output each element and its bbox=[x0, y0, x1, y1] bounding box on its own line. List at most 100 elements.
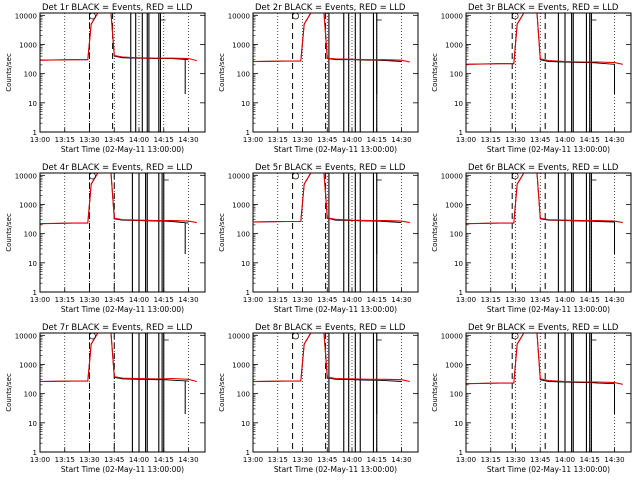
chart-title: Det 9r BLACK = Events, RED = LLD bbox=[468, 323, 619, 333]
chart-title: Det 8r BLACK = Events, RED = LLD bbox=[255, 323, 406, 333]
x-tick-label: 13:15 bbox=[481, 456, 501, 464]
x-tick-label: 14:15 bbox=[580, 456, 600, 464]
chart-title: Det 7r BLACK = Events, RED = LLD bbox=[42, 323, 193, 333]
x-tick-label: 14:15 bbox=[367, 456, 387, 464]
top-bracket-marker bbox=[591, 333, 597, 341]
x-tick-label: 14:30 bbox=[604, 296, 624, 304]
x-tick-label: 13:15 bbox=[268, 456, 288, 464]
top-circle-marker bbox=[89, 332, 96, 340]
x-tick-label: 13:30 bbox=[505, 136, 525, 144]
y-tick-label: 10 bbox=[454, 100, 463, 108]
x-tick-label: 13:15 bbox=[55, 296, 75, 304]
x-tick-label: 14:15 bbox=[367, 136, 387, 144]
x-tick-label: 13:00 bbox=[243, 136, 263, 144]
x-tick-label: 13:15 bbox=[481, 136, 501, 144]
plot-frame bbox=[252, 172, 419, 293]
plot-frame bbox=[252, 332, 419, 453]
detector-panel: Det 3r BLACK = Events, RED = LLD 1 10 100 10… bbox=[426, 0, 639, 160]
x-tick-label: 13:30 bbox=[79, 136, 99, 144]
x-tick-label: 14:30 bbox=[391, 456, 411, 464]
x-axis-label: Start Time (02-May-11 13:00:00) bbox=[487, 465, 610, 474]
y-axis-label: Counts/sec bbox=[431, 53, 439, 92]
x-tick-label: 14:30 bbox=[178, 296, 198, 304]
panel-chart: Det 3r BLACK = Events, RED = LLD 1 10 100 10… bbox=[431, 3, 632, 154]
y-tick-label: 1 bbox=[459, 129, 463, 137]
panel-chart: Det 8r BLACK = Events, RED = LLD 1 10 100 10… bbox=[218, 323, 419, 474]
y-tick-label: 100 bbox=[24, 391, 37, 399]
lld-series-line bbox=[253, 333, 410, 383]
detector-panel: Det 8r BLACK = Events, RED = LLD 1 10 100 10… bbox=[213, 320, 426, 480]
lld-series-line bbox=[253, 173, 410, 224]
plot-area bbox=[253, 173, 410, 292]
x-tick-label: 14:00 bbox=[129, 296, 149, 304]
x-tick-label: 13:45 bbox=[530, 136, 550, 144]
detector-panel: Det 2r BLACK = Events, RED = LLD 1 10 100 10… bbox=[213, 0, 426, 160]
x-tick-label: 14:00 bbox=[342, 296, 362, 304]
y-tick-label: 10000 bbox=[15, 332, 37, 340]
y-axis-label: Counts/sec bbox=[431, 213, 439, 252]
x-tick-label: 14:15 bbox=[154, 296, 174, 304]
y-axis-label: Counts/sec bbox=[218, 53, 226, 92]
plot-frame bbox=[252, 12, 419, 133]
y-tick-label: 10 bbox=[28, 420, 37, 428]
x-tick-label: 14:00 bbox=[342, 456, 362, 464]
plot-area bbox=[40, 13, 197, 132]
plot-area bbox=[253, 13, 410, 132]
panel-chart: Det 5r BLACK = Events, RED = LLD 1 10 100 10… bbox=[218, 163, 419, 314]
panel-chart: Det 9r BLACK = Events, RED = LLD 1 10 100 10… bbox=[431, 323, 632, 474]
plot-area bbox=[253, 333, 410, 452]
plot-frame bbox=[39, 332, 206, 453]
x-tick-label: 13:45 bbox=[317, 296, 337, 304]
y-axis-label: Counts/sec bbox=[218, 373, 226, 412]
y-tick-label: 10000 bbox=[228, 172, 250, 180]
y-tick-label: 10000 bbox=[15, 172, 37, 180]
top-bracket-marker bbox=[376, 13, 382, 21]
y-tick-label: 1000 bbox=[19, 41, 37, 49]
x-tick-label: 13:15 bbox=[268, 296, 288, 304]
x-tick-label: 13:15 bbox=[55, 136, 75, 144]
panel-chart: Det 1r BLACK = Events, RED = LLD 1 10 100 10… bbox=[5, 3, 206, 154]
top-circle-marker bbox=[292, 172, 299, 180]
y-tick-label: 10 bbox=[28, 260, 37, 268]
x-tick-label: 13:15 bbox=[481, 296, 501, 304]
top-bracket-marker bbox=[160, 13, 166, 21]
panel-chart: Det 2r BLACK = Events, RED = LLD 1 10 100 10… bbox=[218, 3, 419, 154]
y-tick-label: 10000 bbox=[441, 332, 463, 340]
y-tick-label: 100 bbox=[450, 391, 463, 399]
x-tick-label: 13:45 bbox=[104, 296, 124, 304]
detector-panel: Det 6r BLACK = Events, RED = LLD 1 10 100 10… bbox=[426, 160, 639, 320]
x-tick-label: 14:15 bbox=[367, 296, 387, 304]
x-tick-label: 13:15 bbox=[55, 456, 75, 464]
top-bracket-marker bbox=[376, 333, 382, 341]
x-tick-label: 14:30 bbox=[178, 136, 198, 144]
x-axis-label: Start Time (02-May-11 13:00:00) bbox=[274, 305, 397, 314]
y-tick-label: 100 bbox=[450, 231, 463, 239]
plot-frame bbox=[465, 172, 632, 293]
x-axis-label: Start Time (02-May-11 13:00:00) bbox=[487, 145, 610, 154]
lld-series-line bbox=[466, 173, 623, 225]
top-bracket-marker bbox=[163, 333, 169, 341]
x-tick-label: 14:00 bbox=[129, 136, 149, 144]
x-tick-label: 13:30 bbox=[79, 456, 99, 464]
x-tick-label: 14:15 bbox=[154, 456, 174, 464]
lld-series-line bbox=[40, 333, 197, 383]
y-axis-label: Counts/sec bbox=[5, 373, 13, 412]
plot-area bbox=[40, 333, 197, 452]
detector-panel: Det 7r BLACK = Events, RED = LLD 1 10 100 10… bbox=[0, 320, 213, 480]
x-tick-label: 13:45 bbox=[530, 296, 550, 304]
detector-panel: Det 9r BLACK = Events, RED = LLD 1 10 100 10… bbox=[426, 320, 639, 480]
y-tick-label: 10 bbox=[241, 260, 250, 268]
plot-area bbox=[466, 333, 623, 452]
x-tick-label: 13:30 bbox=[292, 136, 312, 144]
top-bracket-marker bbox=[591, 13, 597, 21]
chart-title: Det 6r BLACK = Events, RED = LLD bbox=[468, 163, 619, 173]
x-tick-label: 13:30 bbox=[505, 456, 525, 464]
y-tick-label: 1000 bbox=[445, 201, 463, 209]
x-tick-label: 13:45 bbox=[530, 456, 550, 464]
plot-frame bbox=[39, 12, 206, 133]
y-tick-label: 1 bbox=[459, 449, 463, 457]
x-tick-label: 13:45 bbox=[104, 136, 124, 144]
panel-chart: Det 4r BLACK = Events, RED = LLD 1 10 100 10… bbox=[5, 163, 206, 314]
y-tick-label: 1000 bbox=[232, 201, 250, 209]
y-tick-label: 100 bbox=[450, 71, 463, 79]
